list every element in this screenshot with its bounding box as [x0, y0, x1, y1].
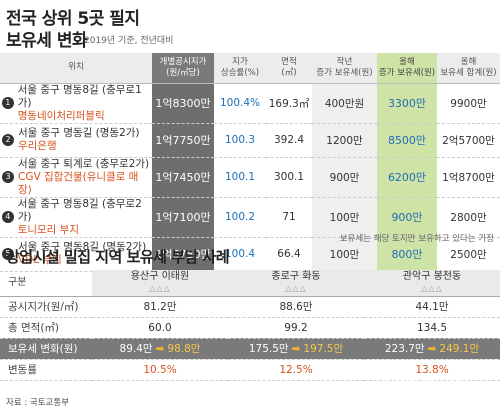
rate-cell: 100.4	[214, 237, 266, 272]
source-note: 자료 : 국토교통부	[6, 398, 70, 408]
area-itaewon: 용산구 이태원 △△△	[92, 270, 228, 297]
area-cell: 169.3㎡	[266, 83, 312, 124]
price-value: 44.1만	[364, 296, 500, 318]
rate-value: 10.5%	[92, 359, 228, 381]
assumption-footnote: 보유세는 해당 토지만 보유하고 있다는 가정	[339, 234, 494, 244]
this-tax-cell: 6200만	[377, 157, 437, 198]
prev-tax-cell: 400만원	[312, 83, 377, 124]
this-tax-cell: 8500만	[377, 123, 437, 158]
rank-badge: 3	[2, 171, 14, 183]
row-label: 보유세 변화(원)	[0, 338, 92, 360]
subnote: 2019년 기준, 전년대비	[84, 36, 174, 46]
area-cell: 71	[266, 197, 312, 238]
rate-cell: 100.4%	[214, 83, 266, 124]
price-cell: 1억7100만	[152, 197, 214, 238]
table-row: 4 서울 중구 명동8길 (충무로2가) 토니모리 부지 1억7100만 100.2…	[0, 197, 500, 238]
table-row: 공시지가(원/㎡) 81.2만 88.6만 44.1만	[0, 296, 500, 318]
prev-tax-cell: 100만	[312, 237, 377, 272]
this-tax-cell: 900만	[377, 197, 437, 238]
arrow-right-icon: ➡	[427, 343, 437, 355]
rate-cell: 100.3	[214, 123, 266, 158]
table-row: 3 서울 중구 퇴계로 (충무로2가) CGV 집합건물(유니클로 매장) 1억74…	[0, 157, 500, 198]
prev-tax-cell: 100만	[312, 197, 377, 238]
top5-header-row: 위치 개별공시지가 (원/㎡당) 지가 상승률(%) 면적 (㎡) 작년 증가 보유세(…	[0, 53, 500, 84]
location-cell: 2 서울 중구 명동길 (명동2가) 우리은행	[0, 123, 152, 158]
row-label: 총 면적(㎡)	[0, 317, 92, 339]
this-tax-cell: 3300만	[377, 83, 437, 124]
header-location: 위치	[0, 53, 152, 84]
header-price: 개별공시지가 (원/㎡당)	[152, 53, 214, 84]
building-icon: △△△	[285, 283, 307, 293]
total-tax-cell: 2억5700만	[437, 123, 500, 158]
place-name: CGV 집합건물(유니클로 매장)	[17, 170, 139, 196]
title-line-2: 보유세 변화	[6, 31, 88, 51]
total-tax-cell: 2800만	[437, 197, 500, 238]
rank-badge: 2	[2, 134, 14, 146]
section-title: 상업시설 밀집 지역 보유세 부담 사례	[6, 248, 230, 266]
tax-change-value: 175.5만 ➡ 197.5만	[228, 338, 364, 360]
place-name: VDL 부지	[18, 254, 62, 266]
price-cell: 1억8300만	[152, 83, 214, 124]
area-cell: 66.4	[266, 237, 312, 272]
address: 서울 중구 명동길 (명동2가)	[18, 127, 140, 139]
tax-change-value: 89.4만 ➡ 98.8만	[92, 338, 228, 360]
watermark-logo: 우리방송뉴스	[380, 374, 464, 390]
rank-badge: 4	[2, 211, 14, 223]
header-area: 면적 (㎡)	[266, 53, 312, 84]
prev-tax-cell: 900만	[312, 157, 377, 198]
area-cell: 300.1	[266, 157, 312, 198]
place-name: 명동네이처리퍼블릭	[17, 109, 105, 122]
area-hwadong: 종로구 화동 △△△	[228, 270, 364, 297]
address: 서울 중구 퇴계로 (충무로2가)	[17, 157, 150, 170]
header-prev-tax: 작년 증가 보유세(원)	[312, 53, 377, 84]
place-name: 우리은행	[18, 140, 57, 152]
rate-cell: 100.2	[214, 197, 266, 238]
prev-tax-cell: 1200만	[312, 123, 377, 158]
rate-cell: 100.1	[214, 157, 266, 198]
table-row: 보유세 변화(원) 89.4만 ➡ 98.8만 175.5만 ➡ 197.5만 223.…	[0, 338, 500, 360]
header-total-tax: 올해 보유세 합계(원)	[437, 53, 500, 84]
area-cell: 392.4	[266, 123, 312, 158]
price-value: 88.6만	[228, 296, 364, 318]
total-tax-cell: 9900만	[437, 83, 500, 124]
table-row: 2 서울 중구 명동길 (명동2가) 우리은행 1억7750만 100.3 392.…	[0, 123, 500, 158]
address: 서울 중구 명동8길 (충무로1가)	[17, 83, 142, 109]
table-row: 총 면적(㎡) 60.0 99.2 134.5	[0, 317, 500, 339]
header-rate: 지가 상승률(%)	[214, 53, 266, 84]
location-cell: 1 서울 중구 명동8길 (충무로1가) 명동네이처리퍼블릭	[0, 83, 152, 124]
building-icon: △△△	[149, 283, 171, 293]
row-label: 공시지가(원/㎡)	[0, 296, 92, 318]
area-bongcheon: 관악구 봉천동 △△△	[364, 270, 500, 297]
table-row: 1 서울 중구 명동8길 (충무로1가) 명동네이처리퍼블릭 1억8300만 100…	[0, 83, 500, 124]
rate-value: 12.5%	[228, 359, 364, 381]
rate-value: 13.8%	[364, 359, 500, 381]
header-this-tax: 올해 증가 보유세(원)	[377, 53, 437, 84]
tax-change-value: 223.7만 ➡ 249.1만	[364, 338, 500, 360]
area-value: 134.5	[364, 317, 500, 339]
rank-badge: 1	[2, 97, 14, 109]
total-tax-cell: 1억8700만	[437, 157, 500, 198]
total-tax-cell: 2500만	[437, 237, 500, 272]
arrow-right-icon: ➡	[155, 343, 165, 355]
location-cell: 4 서울 중구 명동8길 (충무로2가) 토니모리 부지	[0, 197, 152, 238]
row-label: 변동률	[0, 359, 92, 381]
address: 서울 중구 명동8길 (충무로2가)	[17, 197, 142, 223]
arrow-right-icon: ➡	[291, 343, 301, 355]
price-cell: 1억7450만	[152, 157, 214, 198]
corner-label: 구분	[0, 270, 92, 297]
area-value: 60.0	[92, 317, 228, 339]
title-line-1: 전국 상위 5곳 필지	[6, 9, 140, 29]
commercial-area-table: 구분 용산구 이태원 △△△ 종로구 화동 △△△ 관악구 봉천동 △△△ 공시지가(…	[0, 270, 500, 381]
area-value: 99.2	[228, 317, 364, 339]
building-icon: △△△	[421, 283, 443, 293]
price-value: 81.2만	[92, 296, 228, 318]
place-name: 토니모리 부지	[17, 223, 79, 236]
rank-badge: 5	[2, 248, 14, 260]
location-cell: 3 서울 중구 퇴계로 (충무로2가) CGV 집합건물(유니클로 매장)	[0, 157, 152, 198]
price-cell: 1억7750만	[152, 123, 214, 158]
address: 서울 중구 명동8길 (명동2가)	[18, 241, 147, 253]
commercial-header-row: 구분 용산구 이태원 △△△ 종로구 화동 △△△ 관악구 봉천동 △△△	[0, 270, 500, 297]
table-row: 변동률 10.5% 12.5% 13.8%	[0, 359, 500, 381]
